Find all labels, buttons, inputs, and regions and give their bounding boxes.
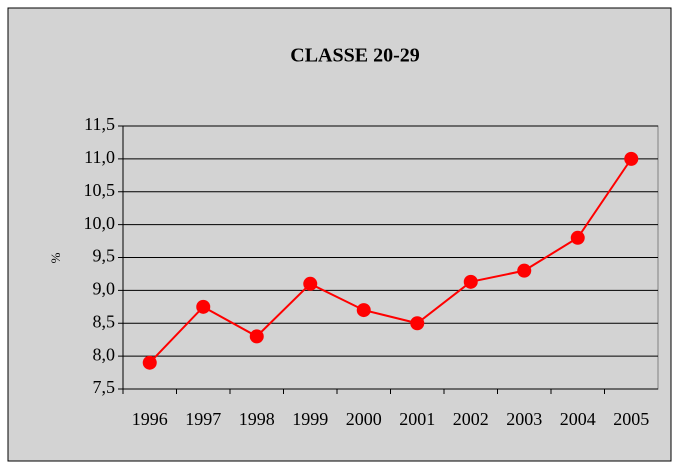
y-tick-label: 8,5 <box>93 311 116 331</box>
line-series <box>149 158 633 364</box>
x-tick-label: 2001 <box>399 409 435 429</box>
y-tick-label: 11,5 <box>84 114 115 134</box>
chart-title: CLASSE 20-29 <box>290 45 419 67</box>
data-point <box>249 329 264 344</box>
x-tick-label: 1998 <box>239 409 275 429</box>
data-point <box>356 303 371 318</box>
x-tick-label: 1999 <box>292 409 328 429</box>
y-tick-label: 7,5 <box>93 377 116 397</box>
y-tick-label: 8,0 <box>93 344 116 364</box>
x-tick-label: 2000 <box>346 409 382 429</box>
x-tick-label: 1996 <box>132 409 168 429</box>
data-point <box>142 355 157 370</box>
y-tick-label: 11,0 <box>84 147 115 167</box>
x-tick-label: 2004 <box>560 409 596 429</box>
data-point <box>410 316 425 331</box>
x-tick-label: 2003 <box>506 409 542 429</box>
data-point <box>570 230 585 245</box>
x-tick-label: 1997 <box>185 409 221 429</box>
data-point <box>303 276 318 291</box>
x-tick-label: 2005 <box>613 409 649 429</box>
y-tick-label: 9,5 <box>93 246 116 266</box>
x-tick-label: 2002 <box>453 409 489 429</box>
y-tick-label: 10,5 <box>84 180 116 200</box>
data-point <box>624 151 639 166</box>
data-point <box>517 263 532 278</box>
data-point <box>463 274 478 289</box>
y-axis-label: % <box>48 252 63 263</box>
data-point <box>196 299 211 314</box>
y-tick-label: 9,0 <box>93 279 116 299</box>
y-tick-label: 10,0 <box>84 213 116 233</box>
